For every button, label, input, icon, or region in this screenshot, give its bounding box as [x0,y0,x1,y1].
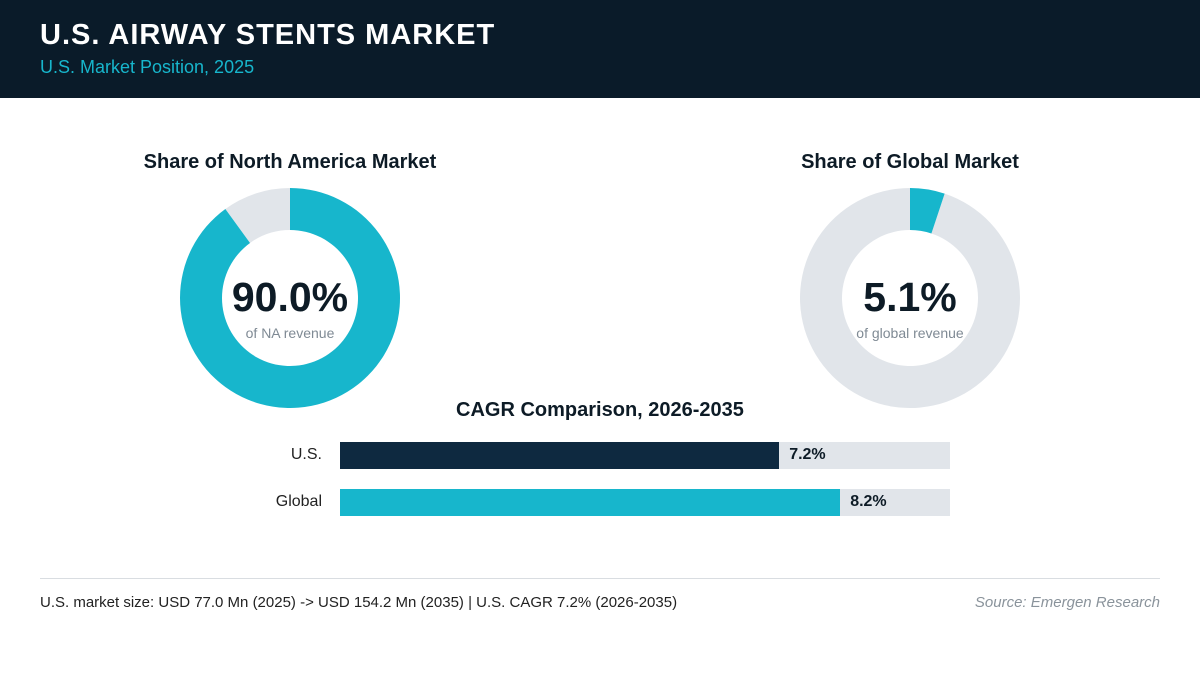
cagr-chart-title: CAGR Comparison, 2026-2035 [456,399,744,421]
bar-label-global: Global [275,493,322,510]
page-subtitle: U.S. Market Position, 2025 [40,57,255,77]
global-share-caption: of global revenue [856,325,964,341]
page-title: U.S. AIRWAY STENTS MARKET [40,19,496,51]
na-share-track-arc [225,188,290,243]
footer-note: U.S. market size: USD 77.0 Mn (2025) -> … [40,594,678,611]
na-share-value-arc [180,188,400,408]
global-share-value: 5.1% [863,274,957,320]
na-share-caption: of NA revenue [245,325,335,341]
bar-value-global: 8.2% [850,493,887,510]
bar-track-us: 7.2% [340,442,950,469]
header-bar: U.S. AIRWAY STENTS MARKET U.S. Market Po… [0,0,1200,98]
global-share-donut: 5.1% of global revenue [800,188,1020,408]
bar-global [340,489,841,516]
bar-label-us: U.S. [290,446,322,463]
global-share-title: Share of Global Market [801,151,1019,173]
footer-source: Source: Emergen Research [974,594,1160,611]
na-share-value: 90.0% [231,274,349,320]
footer-divider [40,578,1160,579]
na-share-donut-svg [180,188,400,408]
na-share-title: Share of North America Market [143,151,437,173]
global-share-donut-svg [800,188,1020,408]
bar-value-us: 7.2% [789,446,826,463]
global-share-value-arc [910,188,945,234]
bar-us [340,442,780,469]
global-share-track-arc [800,188,1020,408]
na-share-donut: 90.0% of NA revenue [180,188,400,408]
bar-track-global: 8.2% [340,489,950,516]
